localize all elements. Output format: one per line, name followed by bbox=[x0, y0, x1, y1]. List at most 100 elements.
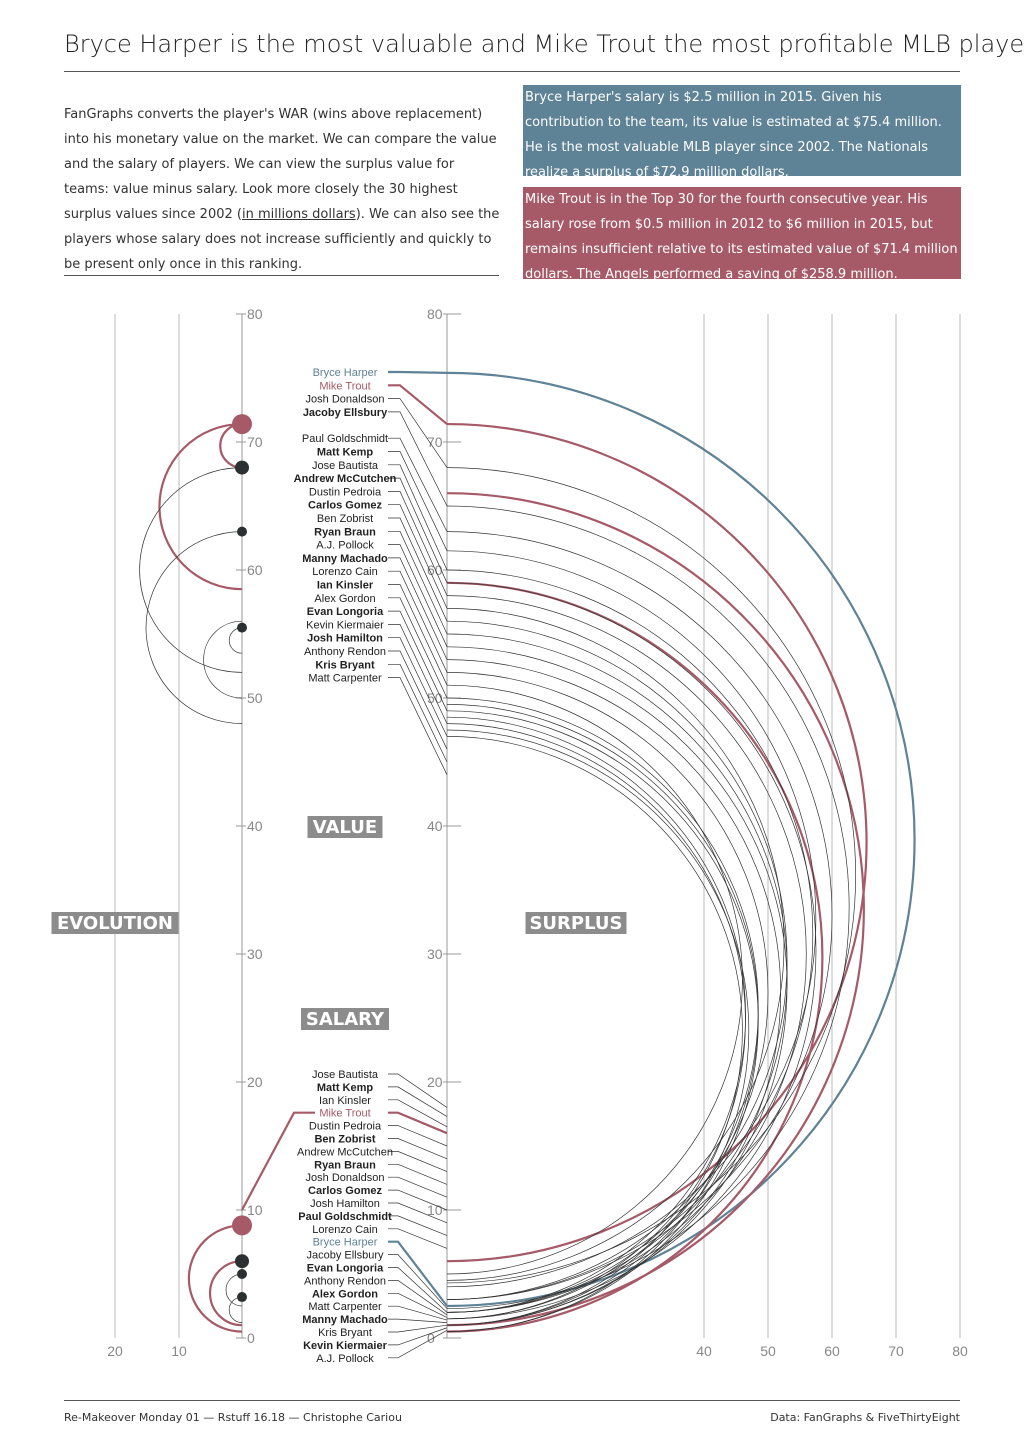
value-connector bbox=[388, 370, 448, 374]
section-label-bg bbox=[51, 912, 179, 934]
evolution-section-label: EVOLUTION bbox=[51, 912, 179, 934]
section-label-bg bbox=[525, 912, 627, 934]
salary-connector bbox=[388, 1176, 448, 1198]
evolution-x-tick-label: 10 bbox=[171, 1343, 187, 1359]
title-divider bbox=[64, 71, 960, 72]
value-connector bbox=[388, 477, 448, 583]
salary-connector bbox=[388, 1086, 448, 1117]
value-connector bbox=[388, 451, 448, 551]
salary-player-label: Paul Goldschmidt bbox=[298, 1211, 392, 1223]
salary-connector bbox=[388, 1125, 448, 1147]
value-connector bbox=[388, 464, 448, 571]
salary-player-label: Ben Zobrist bbox=[314, 1134, 375, 1146]
surplus-arc bbox=[446, 581, 824, 1333]
value-connector bbox=[388, 677, 448, 775]
footer-source: Data: FanGraphs & FiveThirtyEight bbox=[770, 1411, 960, 1424]
salary-player-label: Manny Machado bbox=[302, 1314, 388, 1326]
value-player-label: Kevin Kiermaier bbox=[306, 619, 384, 631]
value-connector bbox=[388, 411, 448, 507]
value-player-label: Andrew McCutchen bbox=[294, 473, 397, 485]
value-player-label: Matt Carpenter bbox=[308, 673, 382, 685]
surplus-x-tick-label: 60 bbox=[824, 1343, 840, 1359]
surplus-axis-tick-label: 60 bbox=[427, 562, 443, 578]
value-player-label: Jose Bautista bbox=[312, 460, 379, 472]
footer-credit: Re-Makeover Monday 01 — Rstuff 16.18 — C… bbox=[64, 1411, 402, 1424]
harper-callout: Bryce Harper's salary is $2.5 million in… bbox=[523, 85, 961, 180]
value-player-label: Josh Donaldson bbox=[306, 394, 385, 406]
value-connector bbox=[388, 530, 448, 635]
value-connector bbox=[388, 504, 448, 609]
value-section-label: VALUE bbox=[307, 816, 383, 838]
salary-player-label: Matt Kemp bbox=[317, 1082, 374, 1094]
section-label-bg bbox=[307, 816, 383, 838]
value-player-label: Anthony Rendon bbox=[304, 646, 386, 658]
surplus-axis-tick-label: 0 bbox=[427, 1330, 435, 1346]
section-label-text: VALUE bbox=[313, 817, 377, 838]
surplus-arc bbox=[446, 467, 856, 1284]
surplus-arc bbox=[446, 646, 788, 1326]
salary-player-label: Bryce Harper bbox=[313, 1237, 378, 1249]
salary-player-label: Jacoby Ellsbury bbox=[306, 1250, 384, 1262]
salary-player-label: Ryan Braun bbox=[314, 1159, 376, 1171]
salary-connector bbox=[388, 1202, 448, 1224]
evolution-x-tick-label: 20 bbox=[107, 1343, 123, 1359]
value-connector bbox=[388, 624, 448, 724]
intro-units-link[interactable]: in millions dollars bbox=[241, 207, 356, 222]
evolution-arc bbox=[203, 620, 243, 699]
salary-connector bbox=[388, 1305, 448, 1321]
value-player-label: Lorenzo Cain bbox=[312, 566, 377, 578]
surplus-axis-tick-label: 70 bbox=[427, 434, 443, 450]
value-connector bbox=[388, 491, 448, 596]
salary-player-label: Josh Donaldson bbox=[306, 1172, 385, 1184]
surplus-axis-tick-label: 10 bbox=[427, 1202, 443, 1218]
value-connector bbox=[388, 398, 448, 468]
value-connector bbox=[388, 544, 448, 647]
surplus-axis-tick-label: 40 bbox=[427, 818, 443, 834]
salary-connector bbox=[388, 1240, 448, 1307]
salary-connector bbox=[388, 1215, 448, 1236]
salary-connector bbox=[388, 1267, 448, 1313]
value-player-label: Jacoby Ellsbury bbox=[303, 407, 388, 419]
section-label-text: SURPLUS bbox=[529, 913, 622, 934]
surplus-x-tick-label: 80 bbox=[952, 1343, 968, 1359]
salary-connector bbox=[388, 1228, 448, 1249]
surplus-arc bbox=[446, 716, 746, 1313]
salary-connector bbox=[388, 1254, 448, 1309]
value-connector bbox=[388, 384, 448, 425]
value-player-label: Dustin Pedroia bbox=[309, 486, 382, 498]
salary-connector bbox=[388, 1151, 448, 1172]
value-player-label: A.J. Pollock bbox=[316, 540, 374, 552]
value-connector bbox=[388, 597, 448, 699]
surplus-axis-tick-label: 20 bbox=[427, 1074, 443, 1090]
value-axis-tick-label: 10 bbox=[247, 1202, 263, 1218]
trout-callout: Mike Trout is in the Top 30 for the four… bbox=[523, 187, 961, 282]
salary-connector bbox=[388, 1189, 448, 1211]
salary-connector bbox=[388, 1163, 448, 1185]
value-connector bbox=[388, 570, 448, 673]
salary-player-label: Alex Gordon bbox=[312, 1288, 378, 1300]
page-title: Bryce Harper is the most valuable and Mi… bbox=[64, 30, 1024, 58]
surplus-x-tick-label: 50 bbox=[760, 1343, 776, 1359]
salary-player-label: A.J. Pollock bbox=[316, 1353, 374, 1365]
value-connector bbox=[388, 663, 448, 763]
surplus-x-tick-label: 40 bbox=[696, 1343, 712, 1359]
evolution-arc bbox=[158, 422, 243, 591]
value-axis-tick-label: 60 bbox=[247, 562, 263, 578]
surplus-arc bbox=[446, 672, 769, 1313]
salary-connector bbox=[388, 1318, 448, 1323]
value-player-label: Ben Zobrist bbox=[317, 513, 373, 525]
value-player-label: Carlos Gomez bbox=[308, 500, 382, 512]
salary-player-label: Andrew McCutchen bbox=[297, 1146, 393, 1158]
value-connector bbox=[388, 517, 448, 622]
surplus-x-tick-label: 70 bbox=[888, 1343, 904, 1359]
evolution-arc bbox=[187, 1224, 243, 1333]
salary-player-label: Lorenzo Cain bbox=[312, 1224, 377, 1236]
salary-player-label: Evan Longoria bbox=[307, 1263, 384, 1275]
salary-section-label: SALARY bbox=[301, 1008, 389, 1030]
trout-salary-path bbox=[241, 1111, 315, 1211]
salary-connector bbox=[388, 1324, 448, 1333]
salary-player-label: Josh Hamilton bbox=[310, 1198, 380, 1210]
salary-player-label: Matt Carpenter bbox=[308, 1301, 382, 1313]
intro-text-start: FanGraphs converts the player's WAR (win… bbox=[64, 107, 497, 222]
